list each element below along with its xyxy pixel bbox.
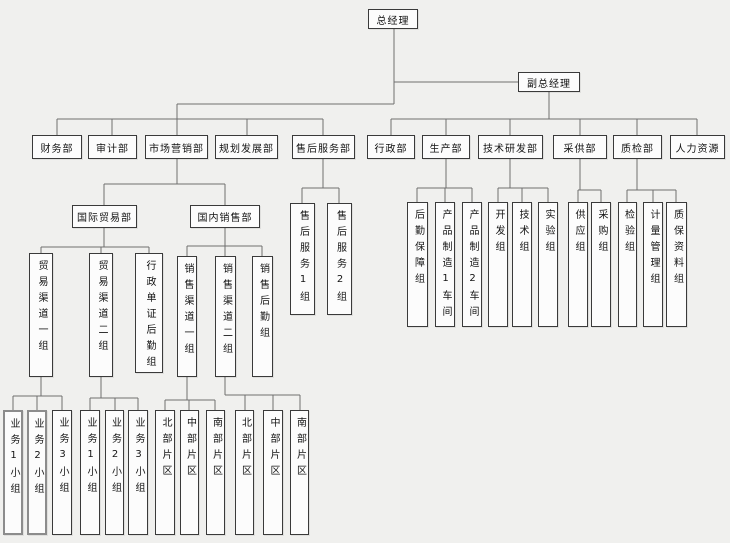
node-north-region-a: 北部片区 [155,410,175,535]
node-label: 北部片区 [160,417,171,481]
node-inspection-group: 检验组 [618,202,637,327]
node-tech-rnd-dept: 技术研发部 [478,135,543,159]
node-product-manufacturing-workshop-2: 产品制造2车间 [462,202,482,327]
node-business-team-2-b: 业务2小组 [105,410,124,535]
node-business-team-3-b: 业务3小组 [128,410,148,535]
node-admin-doc-logistics-group: 行政单证后勤组 [135,253,163,373]
node-label: 售后服务2组 [334,210,346,307]
node-business-team-3-a: 业务3小组 [52,410,72,535]
node-label: 业务3小组 [133,417,144,498]
node-sales-channel-group-1: 销售渠道一组 [177,256,197,377]
node-quality-inspection-dept: 质检部 [613,135,662,159]
node-technical-group: 技术组 [512,202,532,327]
node-label: 后勤保障组 [412,209,424,289]
node-label: 中部片区 [268,417,279,481]
node-purchasing-group: 采购组 [591,202,611,327]
node-production-dept: 生产部 [422,135,470,159]
node-label: 业务1小组 [85,417,96,498]
node-marketing-dept: 市场营销部 [145,135,208,159]
node-label: 业务1小组 [8,418,19,499]
node-label: 计量管理组 [648,209,659,289]
node-development-group: 开发组 [488,202,508,327]
node-label: 北部片区 [239,417,251,481]
node-label: 贸易渠道一组 [36,260,47,356]
node-after-sales-group-2: 售后服务2组 [327,203,352,315]
node-business-team-1-b: 业务1小组 [80,410,100,535]
node-deputy-general-manager: 副总经理 [518,72,580,92]
node-label: 产品制造2车间 [467,209,478,322]
node-label: 销售渠道二组 [220,263,232,359]
node-planning-development-dept: 规划发展部 [215,135,278,159]
node-trade-channel-group-1: 贸易渠道一组 [29,253,53,377]
node-finance-dept: 财务部 [32,135,82,159]
node-label: 实验组 [543,209,554,257]
node-label: 技术组 [517,209,528,257]
node-domestic-sales-dept: 国内销售部 [190,205,260,228]
node-label: 采购组 [596,209,607,257]
node-business-team-1-a: 业务1小组 [3,410,23,535]
node-label: 开发组 [493,209,504,257]
node-central-region-a: 中部片区 [180,410,199,535]
node-label: 供应组 [573,209,584,257]
node-trade-channel-group-2: 贸易渠道二组 [89,253,113,377]
node-human-resources-dept: 人力资源 [670,135,725,159]
node-after-sales-group-1: 售后服务1组 [290,203,315,315]
node-label: 销售渠道一组 [182,263,193,359]
node-label: 贸易渠道二组 [96,260,107,356]
node-label: 南部片区 [294,417,306,481]
node-product-manufacturing-workshop-1: 产品制造1车间 [435,202,455,327]
node-supply-group: 供应组 [568,202,588,327]
node-measurement-mgmt-group: 计量管理组 [643,202,663,327]
node-label: 业务2小组 [109,417,121,498]
node-qa-records-group: 质保资料组 [666,202,687,327]
node-procurement-supply-dept: 采供部 [553,135,607,159]
node-label: 南部片区 [210,417,222,481]
node-label: 销售后勤组 [257,263,269,343]
node-administration-dept: 行政部 [367,135,415,159]
node-audit-dept: 审计部 [88,135,137,159]
node-business-team-2-a: 业务2小组 [27,410,47,535]
node-central-region-b: 中部片区 [263,410,283,535]
node-after-sales-service-dept: 售后服务部 [292,135,355,159]
node-logistics-support-group: 后勤保障组 [407,202,428,327]
node-experiment-group: 实验组 [538,202,558,327]
node-label: 产品制造1车间 [440,209,451,322]
node-north-region-b: 北部片区 [235,410,254,535]
node-label: 行政单证后勤组 [144,260,155,372]
node-label: 质保资料组 [671,209,683,289]
node-south-region-b: 南部片区 [290,410,309,535]
node-south-region-a: 南部片区 [206,410,225,535]
node-label: 中部片区 [184,417,196,481]
node-general-manager: 总经理 [368,9,418,29]
node-sales-channel-group-2: 销售渠道二组 [215,256,236,377]
node-label: 业务2小组 [32,418,43,499]
node-international-trade-dept: 国际贸易部 [72,205,137,228]
node-label: 检验组 [622,209,634,257]
node-label: 售后服务1组 [297,210,309,307]
node-label: 业务3小组 [57,417,68,498]
node-sales-logistics-group: 销售后勤组 [252,256,273,377]
